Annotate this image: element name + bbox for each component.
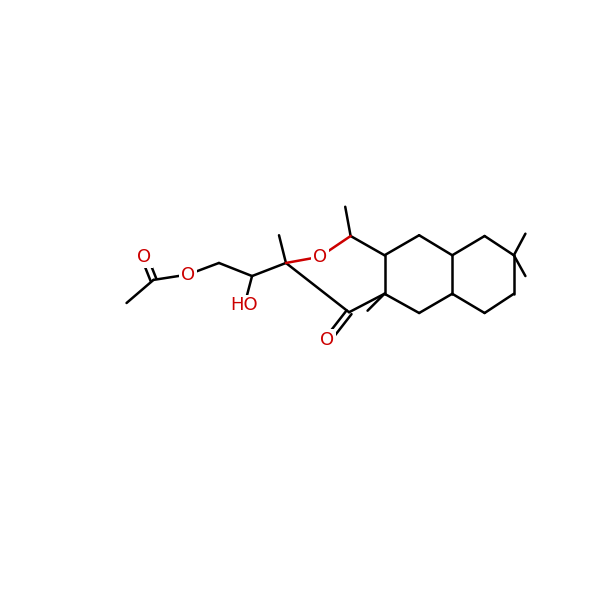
Text: O: O <box>320 331 335 349</box>
Text: O: O <box>181 266 195 284</box>
Text: O: O <box>313 248 327 266</box>
Text: HO: HO <box>230 296 258 314</box>
Text: O: O <box>137 248 151 266</box>
